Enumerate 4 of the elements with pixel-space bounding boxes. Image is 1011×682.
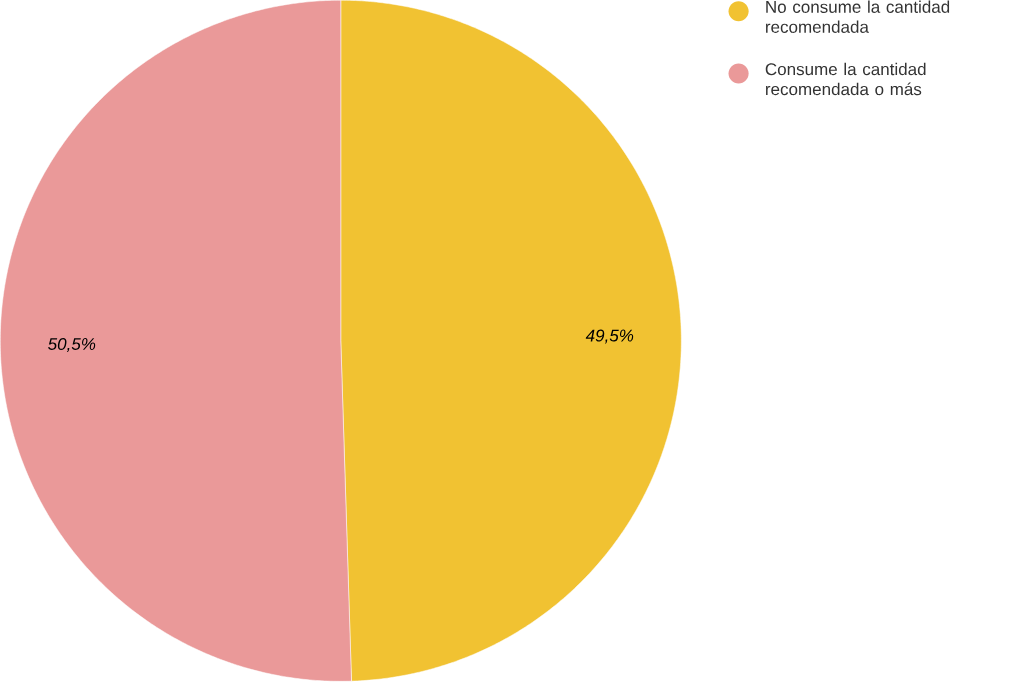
legend-label: Consume la cantidad recomendada o más: [765, 62, 926, 96]
legend-label: No consume la cantidad recomendada: [766, 0, 950, 34]
data-label: 50,5%: [48, 338, 96, 353]
data-label: 49,5%: [585, 329, 634, 344]
